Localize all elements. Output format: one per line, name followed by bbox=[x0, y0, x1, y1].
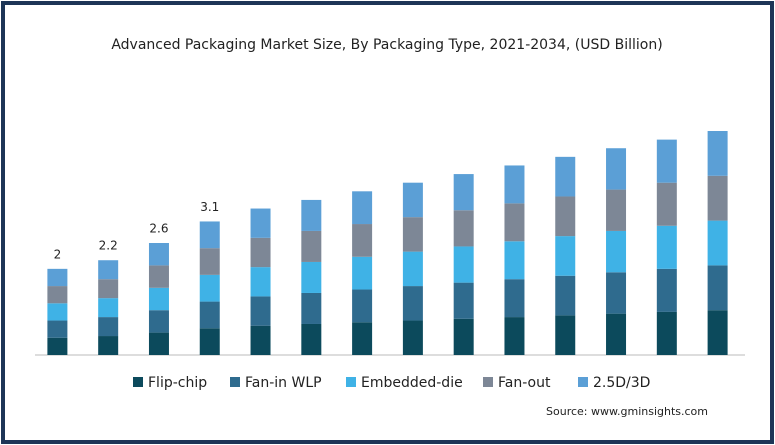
bar-segment bbox=[250, 208, 271, 238]
legend-swatch bbox=[483, 377, 493, 387]
bar-segment bbox=[504, 317, 525, 355]
bar-segment bbox=[47, 320, 68, 338]
bar-segment bbox=[98, 336, 119, 355]
legend-swatch bbox=[133, 377, 143, 387]
bar-segment bbox=[656, 139, 677, 183]
data-label: 3.1 bbox=[200, 200, 219, 214]
bar-segment bbox=[606, 148, 627, 190]
bar-segment bbox=[504, 165, 525, 204]
bar-segment bbox=[504, 241, 525, 280]
bar-segment bbox=[656, 182, 677, 226]
bar-segment bbox=[606, 189, 627, 231]
bar-segment bbox=[148, 310, 169, 333]
bar-segment bbox=[656, 268, 677, 312]
bar-segment bbox=[707, 131, 728, 176]
bar-segment bbox=[707, 220, 728, 266]
bar-segment bbox=[47, 337, 68, 355]
legend-label: 2.5D/3D bbox=[593, 375, 650, 391]
bar-segment bbox=[98, 298, 119, 318]
bar-segment bbox=[555, 275, 576, 316]
bar-segment bbox=[504, 279, 525, 318]
bar-segment bbox=[199, 301, 220, 329]
bar-segment bbox=[352, 322, 373, 355]
bar-segment bbox=[656, 225, 677, 269]
bar-segment bbox=[453, 282, 474, 319]
legend-label: Flip-chip bbox=[148, 375, 207, 391]
bar-segment bbox=[47, 286, 68, 304]
bar-segment bbox=[148, 265, 169, 288]
bar-segment bbox=[352, 289, 373, 323]
bar-segment bbox=[148, 332, 169, 355]
bar-segment bbox=[98, 317, 119, 337]
bar-segment bbox=[148, 243, 169, 266]
bar-segment bbox=[301, 199, 322, 231]
bar-segment bbox=[250, 296, 271, 326]
data-label: 2.2 bbox=[99, 239, 118, 253]
legend-swatch bbox=[230, 377, 240, 387]
bar-segment bbox=[402, 320, 423, 355]
bar-segment bbox=[98, 260, 119, 280]
bar-segment bbox=[47, 303, 68, 321]
bar-segment bbox=[555, 156, 576, 197]
legend-swatch bbox=[346, 377, 356, 387]
bar-segment bbox=[352, 191, 373, 225]
bar-segment bbox=[301, 292, 322, 324]
bar-segment bbox=[301, 261, 322, 293]
bar-segment bbox=[504, 203, 525, 242]
bar-segment bbox=[453, 246, 474, 283]
source: Source: www.gminsights.com bbox=[546, 405, 708, 418]
bar-segment bbox=[250, 237, 271, 268]
bar-segment bbox=[707, 310, 728, 355]
bar-segment bbox=[301, 323, 322, 355]
bar-segment bbox=[453, 318, 474, 355]
bar-segment bbox=[148, 287, 169, 311]
bar-segment bbox=[199, 328, 220, 355]
bar-segment bbox=[199, 221, 220, 249]
bar-segment bbox=[250, 325, 271, 355]
bar-segment bbox=[402, 217, 423, 252]
bar-segment bbox=[352, 224, 373, 257]
bar-segment bbox=[402, 286, 423, 321]
bar-segment bbox=[352, 256, 373, 290]
bar-segment bbox=[250, 267, 271, 297]
chart-title: Advanced Packaging Market Size, By Packa… bbox=[111, 37, 662, 53]
bar-segment bbox=[199, 248, 220, 275]
bar-segment bbox=[606, 272, 627, 314]
data-label: 2 bbox=[54, 247, 62, 261]
bar-segment bbox=[555, 196, 576, 237]
bar-segment bbox=[555, 236, 576, 276]
bar-segment bbox=[301, 230, 322, 262]
bar-segment bbox=[402, 251, 423, 287]
bar-segment bbox=[606, 230, 627, 273]
bar-segment bbox=[656, 311, 677, 355]
legend-label: Fan-out bbox=[498, 375, 551, 391]
bar-segment bbox=[402, 182, 423, 218]
data-label: 2.6 bbox=[149, 222, 168, 236]
bar-segment bbox=[453, 174, 474, 211]
bar-segment bbox=[199, 274, 220, 302]
bar-segment bbox=[98, 279, 119, 299]
bar-segment bbox=[707, 175, 728, 221]
legend-label: Fan-in WLP bbox=[245, 375, 322, 391]
bar-segment bbox=[453, 210, 474, 247]
bar-segment bbox=[555, 315, 576, 355]
legend-swatch bbox=[578, 377, 588, 387]
bar-segment bbox=[707, 265, 728, 311]
legend-label: Embedded-die bbox=[361, 375, 463, 391]
bar-segment bbox=[47, 268, 68, 287]
bar-segment bbox=[606, 313, 627, 355]
